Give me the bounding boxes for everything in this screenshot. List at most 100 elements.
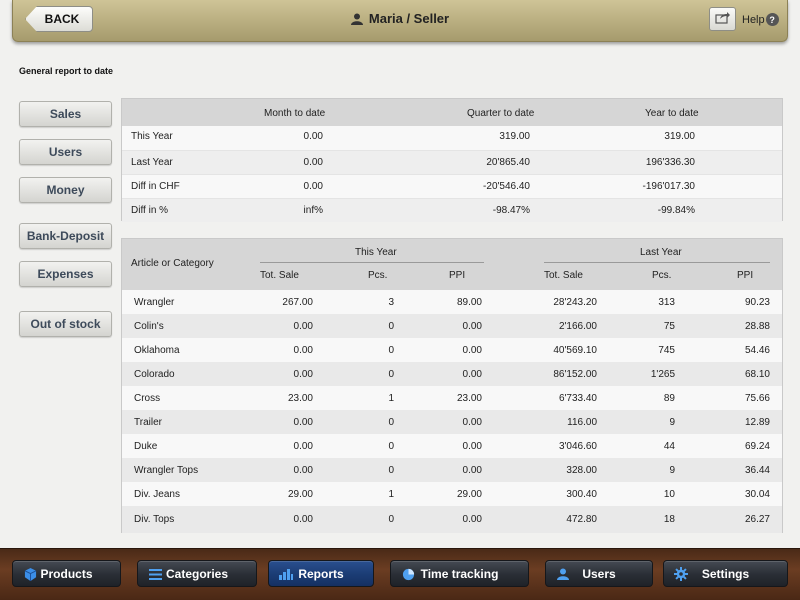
ty-tot-sale: 267.00 — [282, 297, 313, 308]
ly-pcs: 89 — [663, 393, 675, 404]
ty-pcs: 1 — [388, 489, 394, 500]
quarter-value: -20'546.40 — [483, 181, 530, 192]
ty-ppi: 0.00 — [462, 441, 482, 452]
money-button[interactable]: Money — [19, 177, 112, 203]
nav-label: Categories — [165, 566, 229, 581]
ty-pcs: 1 — [388, 393, 394, 404]
article-name: Wrangler — [134, 297, 175, 308]
share-button[interactable] — [709, 7, 736, 31]
year-value: -196'017.30 — [642, 181, 695, 192]
ly-tot-sale: 116.00 — [567, 417, 597, 428]
help-label: Help — [742, 13, 765, 26]
ly-ppi: 12.89 — [744, 417, 770, 428]
ly-tot-sale: 6'733.40 — [558, 393, 597, 404]
nav-time-tracking[interactable]: Time tracking — [390, 560, 529, 587]
table-row: Trailer 0.00 0 0.00 116.00 9 12.89 — [122, 410, 782, 434]
group-this-year: This Year — [355, 247, 397, 258]
bank-deposit-button[interactable]: Bank-Deposit — [19, 223, 112, 249]
group-divider — [260, 262, 484, 263]
table-row: Div. Tops 0.00 0 0.00 472.80 18 26.27 — [122, 506, 782, 533]
quarter-value: 319.00 — [499, 131, 530, 142]
ty-pcs: 0 — [388, 345, 394, 356]
ty-tot-sale: 0.00 — [293, 321, 313, 332]
nav-products[interactable]: Products — [12, 560, 121, 587]
ty-tot-sale: 0.00 — [293, 369, 313, 380]
ly-pcs: 9 — [669, 417, 675, 428]
nav-settings[interactable]: Settings — [663, 560, 788, 587]
col-ly-pcs: Pcs. — [652, 270, 672, 281]
row-label: This Year — [131, 131, 173, 142]
col-month-to-date: Month to date — [264, 108, 326, 119]
ty-pcs: 0 — [388, 321, 394, 332]
table-row: Colin's 0.00 0 0.00 2'166.00 75 28.88 — [122, 314, 782, 338]
list-icon — [148, 567, 162, 581]
ty-ppi: 0.00 — [462, 514, 482, 525]
back-button[interactable]: BACK — [25, 6, 93, 32]
year-value: 196'336.30 — [645, 157, 695, 168]
year-value: -99.84% — [657, 205, 695, 216]
col-year-to-date: Year to date — [645, 108, 699, 119]
ly-ppi: 54.46 — [744, 345, 770, 356]
ly-tot-sale: 86'152.00 — [553, 369, 597, 380]
user-icon — [556, 567, 570, 581]
share-icon — [714, 10, 731, 29]
article-name: Cross — [134, 393, 161, 404]
ly-pcs: 10 — [663, 489, 675, 500]
ly-tot-sale: 328.00 — [566, 465, 597, 476]
ty-ppi: 89.00 — [456, 297, 482, 308]
ty-tot-sale: 0.00 — [293, 345, 313, 356]
help-icon: ? — [765, 13, 779, 26]
out-of-stock-button[interactable]: Out of stock — [19, 311, 112, 337]
gear-icon — [674, 567, 688, 581]
nav-label: Users — [582, 566, 616, 581]
article-name: Oklahoma — [134, 345, 180, 356]
ly-ppi: 90.23 — [744, 297, 770, 308]
users-report-button[interactable]: Users — [19, 139, 112, 165]
ty-tot-sale: 23.00 — [287, 393, 313, 404]
ty-tot-sale: 0.00 — [293, 441, 313, 452]
cube-icon — [23, 567, 37, 581]
ly-pcs: 1'265 — [650, 369, 675, 380]
summary-row: Diff in % inf% -98.47% -99.84% — [122, 198, 782, 222]
expenses-button[interactable]: Expenses — [19, 261, 112, 287]
row-label: Last Year — [131, 157, 173, 168]
month-value: 0.00 — [303, 181, 323, 192]
ty-pcs: 0 — [388, 417, 394, 428]
nav-users[interactable]: Users — [545, 560, 653, 587]
ly-tot-sale: 2'166.00 — [558, 321, 597, 332]
summary-table: Month to date Quarter to date Year to da… — [121, 98, 783, 222]
ty-ppi: 0.00 — [462, 465, 482, 476]
col-ly-ppi: PPI — [737, 270, 754, 281]
group-last-year: Last Year — [640, 247, 682, 258]
ly-pcs: 313 — [658, 297, 675, 308]
table-row: Div. Jeans 29.00 1 29.00 300.40 10 30.04 — [122, 482, 782, 506]
nav-reports[interactable]: Reports — [268, 560, 374, 587]
month-value: inf% — [303, 205, 323, 216]
ly-pcs: 44 — [663, 441, 675, 452]
sales-button[interactable]: Sales — [19, 101, 112, 127]
table-row: Wrangler 267.00 3 89.00 28'243.20 313 90… — [122, 290, 782, 314]
ty-pcs: 0 — [388, 369, 394, 380]
col-ly-tot-sale: Tot. Sale — [544, 270, 583, 281]
col-ty-tot-sale: Tot. Sale — [260, 270, 299, 281]
user-role-label: Maria / Seller — [368, 11, 450, 26]
ly-tot-sale: 28'243.20 — [553, 297, 597, 308]
top-header: BACK Maria / Seller Help ? — [12, 0, 788, 42]
ly-ppi: 75.66 — [744, 393, 770, 404]
nav-categories[interactable]: Categories — [137, 560, 257, 587]
row-label: Diff in CHF — [131, 181, 180, 192]
article-name: Colorado — [134, 369, 175, 380]
help-button[interactable]: Help ? — [742, 13, 779, 26]
ly-tot-sale: 3'046.60 — [558, 441, 597, 452]
ty-ppi: 23.00 — [456, 393, 482, 404]
summary-row: This Year 0.00 319.00 319.00 — [122, 126, 782, 150]
bottom-nav-bar: Products Categories Reports Time trackin… — [0, 548, 800, 600]
ty-ppi: 0.00 — [462, 321, 482, 332]
quarter-value: -98.47% — [492, 205, 530, 216]
ty-tot-sale: 0.00 — [293, 465, 313, 476]
ly-tot-sale: 300.40 — [566, 489, 597, 500]
ly-ppi: 68.10 — [744, 369, 770, 380]
ty-pcs: 0 — [388, 514, 394, 525]
ty-tot-sale: 29.00 — [287, 489, 313, 500]
quarter-value: 20'865.40 — [486, 157, 530, 168]
